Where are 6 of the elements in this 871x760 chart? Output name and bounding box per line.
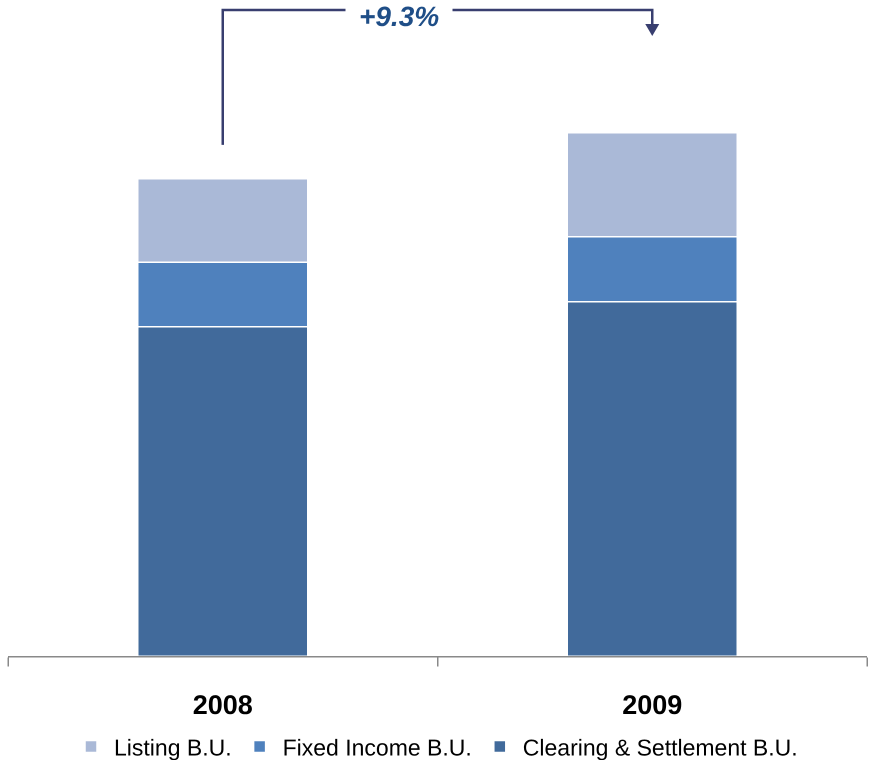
legend-label: Listing B.U. (114, 734, 232, 760)
x-tick-label: 2009 (622, 690, 682, 720)
text: +9.3% (359, 1, 440, 32)
legend-label: Clearing & Settlement B.U. (522, 734, 798, 760)
legend-label: Fixed Income B.U. (282, 734, 472, 760)
x-tick-label: 2008 (192, 690, 253, 720)
